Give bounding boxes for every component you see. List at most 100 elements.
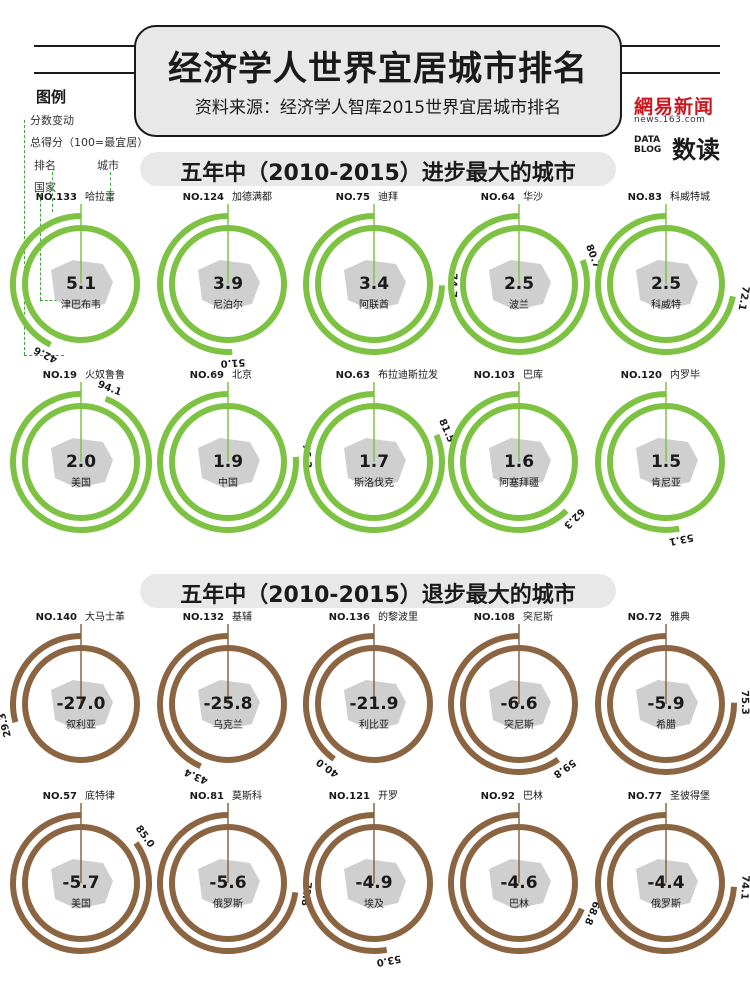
- change-value: 3.4: [359, 274, 389, 294]
- brand-datablog-line2: BLOG: [634, 145, 662, 155]
- score-arc: [303, 213, 445, 355]
- legend-total-score: 总得分（100=最宜居）: [30, 136, 149, 149]
- score-label: 94.1: [96, 379, 123, 398]
- score-arc: [303, 812, 388, 954]
- legend-rank: 排名: [34, 159, 56, 172]
- city-label: 的黎波里: [378, 610, 418, 623]
- change-value: 1.6: [504, 452, 534, 472]
- country-label: 科威特: [651, 298, 681, 311]
- rank-label: NO.140: [36, 612, 77, 623]
- country-label: 阿联酋: [359, 298, 389, 311]
- section-improved-title: 五年中（2010-2015）进步最大的城市: [180, 161, 576, 186]
- rank-label: NO.77: [628, 791, 662, 802]
- change-value: 2.5: [504, 274, 534, 294]
- country-shape: [51, 438, 113, 488]
- page-title: 经济学人世界宜居城市排名: [168, 49, 588, 89]
- change-value: -6.6: [500, 694, 537, 714]
- brand-logo-163: 網易新闻: [634, 96, 715, 118]
- city-label: 巴林: [523, 789, 543, 802]
- section-improved-band: 五年中（2010-2015）进步最大的城市: [140, 152, 616, 186]
- score-arc: [448, 633, 561, 775]
- country-shape: [636, 680, 698, 730]
- legend-score-change: 分数变动: [30, 114, 74, 127]
- city-chart-1-8: NO.92 巴林-4.6巴林 68.8: [448, 789, 601, 954]
- legend-line-change: [24, 120, 25, 355]
- country-label: 利比亚: [359, 719, 389, 731]
- score-arc: [303, 633, 375, 762]
- score-arc: [595, 213, 736, 355]
- change-value: -4.6: [500, 873, 537, 893]
- country-shape: [636, 859, 698, 909]
- rank-label: NO.124: [183, 192, 224, 203]
- change-value: -21.9: [350, 694, 399, 714]
- country-shape: [489, 438, 551, 488]
- legend-country: 国家: [34, 181, 56, 194]
- city-label: 科威特城: [670, 190, 710, 203]
- legend-line-city: [110, 172, 111, 202]
- country-label: 中国: [218, 476, 238, 489]
- rank-label: NO.81: [190, 791, 224, 802]
- city-chart-0-4: NO.83 科威特城 2.5 科威特 72.1: [595, 190, 750, 355]
- change-value: -25.8: [204, 694, 253, 714]
- score-arc: [157, 213, 233, 355]
- city-label: 加德满都: [232, 190, 272, 203]
- top-rule-right: [620, 45, 720, 47]
- legend-line-change-h: [24, 355, 64, 356]
- score-label: 53.0: [376, 952, 402, 967]
- score-label: 72.1: [736, 285, 750, 311]
- city-label: 迪拜: [378, 191, 398, 203]
- change-value: -5.7: [62, 873, 99, 893]
- country-label: 津巴布韦: [61, 299, 101, 311]
- country-shape: [489, 680, 551, 730]
- country-label: 叙利亚: [66, 718, 96, 731]
- city-label: 圣彼得堡: [670, 789, 710, 802]
- country-label: 俄罗斯: [651, 897, 681, 910]
- city-chart-0-1: NO.124 加德满都 3.9 尼泊尔 51.0: [157, 190, 287, 369]
- score-arc: [595, 391, 680, 533]
- score-arc: [595, 633, 737, 775]
- score-label: 53.1: [668, 531, 694, 547]
- score-label: 74.1: [738, 875, 750, 900]
- city-label: 华沙: [523, 190, 543, 203]
- city-label: 开罗: [378, 790, 398, 802]
- brand-shudu: 数读: [672, 136, 720, 164]
- country-label: 乌克兰: [213, 718, 243, 731]
- legend-title: 图例: [36, 88, 67, 106]
- page-source: 资料来源：经济学人智库2015世界宜居城市排名: [194, 98, 562, 118]
- score-arc: [10, 812, 152, 954]
- brand-url: news.163.com: [634, 115, 706, 125]
- city-label: 雅典: [670, 610, 690, 623]
- city-label: 大马士革: [85, 610, 125, 623]
- country-shape: [198, 260, 260, 310]
- brand-datablog-line1: DATA: [634, 135, 661, 145]
- city-chart-0-5: NO.19 火奴鲁鲁 2.0 美国 94.1: [10, 368, 152, 533]
- country-label: 美国: [71, 897, 91, 910]
- city-chart-1-4: NO.72 雅典 -5.9 希腊 75.3: [595, 610, 750, 775]
- change-value: 1.7: [359, 452, 389, 472]
- country-shape: [344, 680, 406, 730]
- change-value: -5.9: [647, 694, 684, 714]
- change-value: 2.5: [651, 274, 681, 294]
- country-shape: [344, 260, 406, 310]
- country-label: 俄罗斯: [213, 897, 243, 910]
- rank-label: NO.63: [336, 370, 370, 381]
- rank-label: NO.92: [481, 791, 515, 802]
- country-label: 波兰: [509, 298, 529, 311]
- rank-label: NO.75: [336, 192, 370, 203]
- section-declined-band: 五年中（2010-2015）退步最大的城市: [140, 574, 616, 608]
- score-label: 43.4: [183, 766, 210, 786]
- mid-rule-right: [620, 72, 720, 74]
- score-arc: [157, 812, 299, 954]
- rank-label: NO.108: [474, 612, 515, 623]
- city-label: 布拉迪斯拉发: [378, 368, 438, 381]
- score-arc: [448, 213, 590, 355]
- country-shape: [489, 260, 551, 310]
- country-label: 埃及: [364, 897, 384, 910]
- city-label: 哈拉雷: [85, 190, 115, 203]
